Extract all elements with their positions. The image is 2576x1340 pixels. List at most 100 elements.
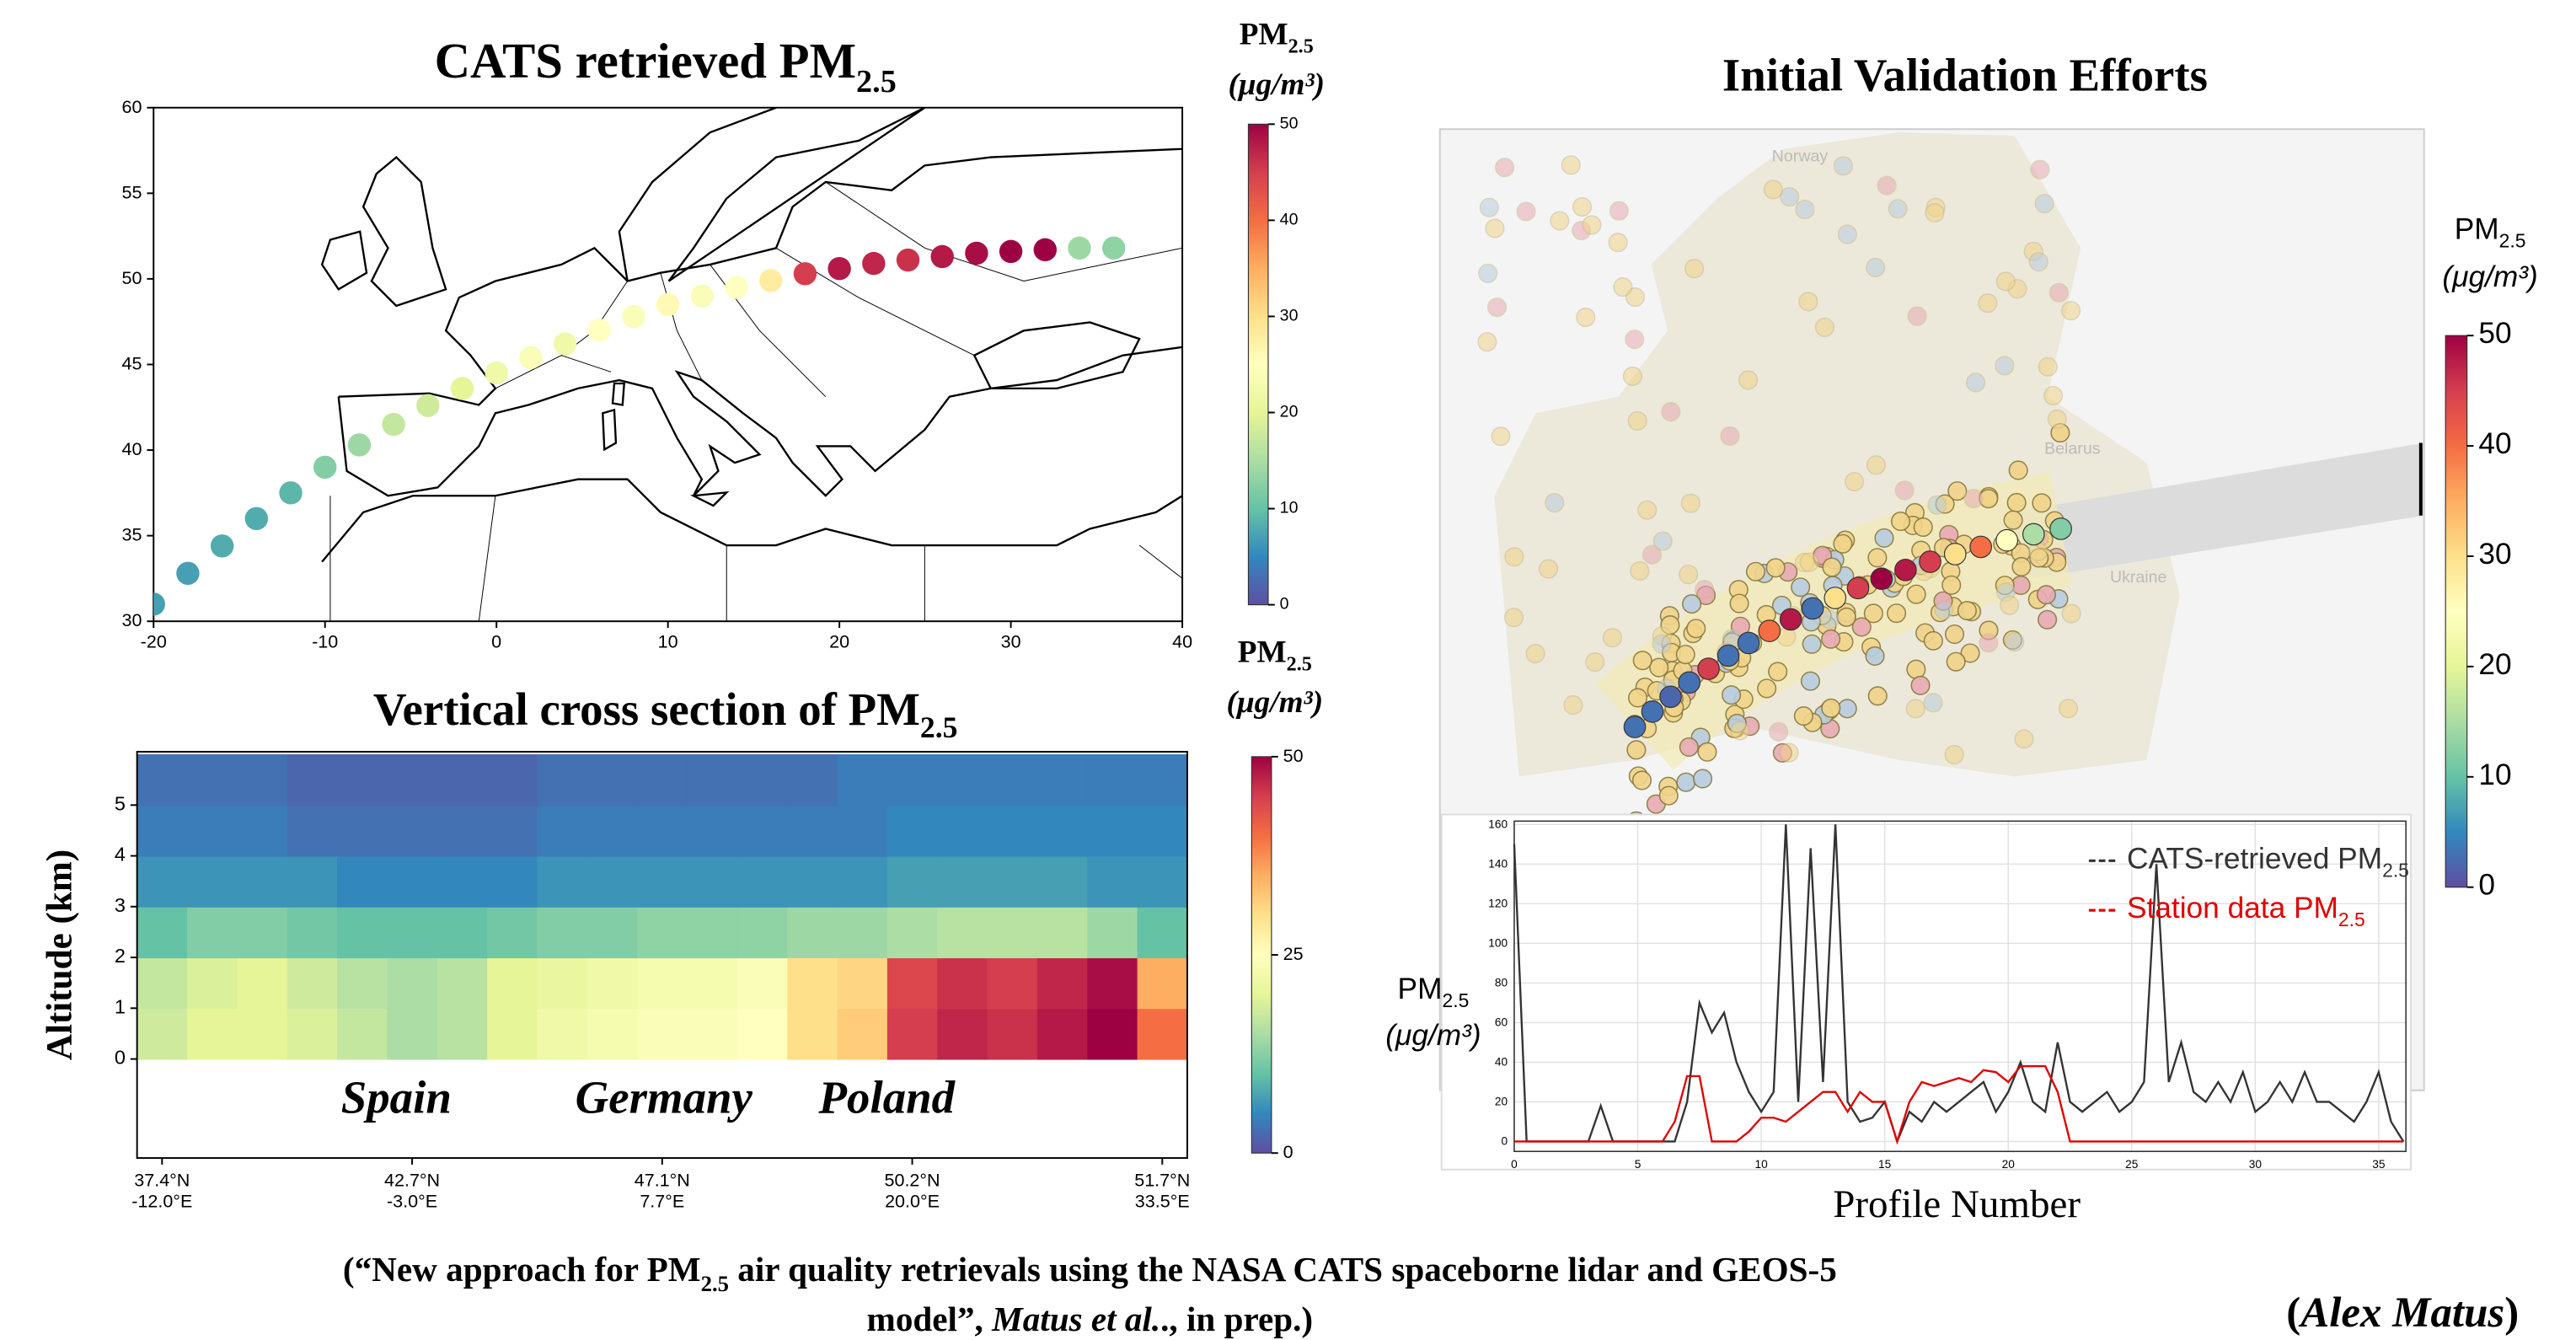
heat-cell <box>837 805 888 857</box>
heat-cell <box>886 754 939 807</box>
track-point <box>382 412 405 437</box>
heat-cell <box>787 805 838 857</box>
heat-cell <box>787 957 838 1010</box>
station <box>2028 252 2048 272</box>
y-tick-label: 2 <box>115 945 126 967</box>
heat-cell <box>1137 1008 1188 1060</box>
track-point <box>1678 671 1701 694</box>
station <box>1763 180 1783 200</box>
track-point <box>244 507 269 531</box>
station <box>1821 698 1841 718</box>
station <box>1479 197 1499 217</box>
track-point <box>176 561 200 586</box>
heat-cell <box>987 855 1038 908</box>
heat-cell <box>886 906 939 959</box>
heat-cell <box>436 906 489 959</box>
heat-cell <box>736 1008 789 1060</box>
track-point <box>1995 528 2019 552</box>
track-point <box>1919 550 1941 573</box>
track <box>153 236 1126 616</box>
station <box>1495 158 1515 178</box>
station <box>2005 632 2025 652</box>
track-point <box>965 241 988 265</box>
y-tick-label: 35 <box>122 523 142 544</box>
station <box>1833 156 1854 176</box>
station <box>1944 744 1964 765</box>
heat-cell <box>337 1008 388 1060</box>
station <box>1946 651 1966 672</box>
heat-cell <box>1087 805 1138 857</box>
heat-cell <box>237 957 288 1010</box>
colorbar-tick-label: 0 <box>1283 1141 1293 1162</box>
station <box>1485 218 1505 239</box>
heat-cell <box>1036 957 1089 1010</box>
footnote: model”, Matus et al.., in prep.) <box>867 1300 1314 1339</box>
station <box>1545 493 1565 513</box>
heat-cell <box>1137 855 1188 908</box>
heat-cell <box>987 1008 1038 1060</box>
station <box>2003 510 2023 530</box>
country-label: Poland <box>818 1071 956 1123</box>
heat-cell <box>687 1008 738 1060</box>
station <box>1802 634 1822 654</box>
y-tick-label: 80 <box>1495 976 1508 989</box>
station <box>1576 307 1596 328</box>
heat-cell <box>937 805 988 857</box>
station <box>1745 561 1766 582</box>
coast <box>337 346 1183 497</box>
station <box>1675 645 1695 665</box>
x-tick-label: 30 <box>1001 630 1021 651</box>
colorbar-tick-label: 50 <box>1283 745 1304 766</box>
heat-cell <box>537 754 588 807</box>
series-line <box>1513 1064 2404 1145</box>
legend-label: Station data PM2.5 <box>2127 892 2365 930</box>
y-tick-label: 1 <box>115 996 126 1018</box>
station <box>1795 200 1815 220</box>
station <box>1793 706 1813 726</box>
chart-title: Vertical cross section of PM2.5 <box>373 683 958 745</box>
track-point <box>1737 631 1760 655</box>
station <box>2011 556 2032 577</box>
station <box>1906 584 1926 604</box>
station <box>1836 607 1856 627</box>
y-axis-label: (μg/m³) <box>1385 1019 1481 1052</box>
station <box>1978 293 1998 314</box>
border <box>329 181 1183 622</box>
y-tick-label: 45 <box>122 352 142 373</box>
track-point <box>827 256 851 281</box>
station <box>1923 630 1943 651</box>
station <box>1947 481 1968 501</box>
track-point <box>1697 657 1720 680</box>
track-point <box>896 248 920 272</box>
y-tick-label: 3 <box>115 894 126 916</box>
colorbar <box>1247 123 1269 606</box>
heat-cell <box>287 957 339 1010</box>
heat-cell <box>186 754 238 807</box>
x-tick-label: 25 <box>2125 1158 2139 1171</box>
x-tick-label: -20 <box>141 630 167 651</box>
credit-text: ( <box>2286 1289 2300 1337</box>
colorbar-label: (μg/m³) <box>1229 67 1325 102</box>
heat-cell <box>487 906 538 959</box>
station <box>1957 601 1977 621</box>
heat-cell <box>237 906 288 959</box>
heat-cell <box>586 957 639 1010</box>
station <box>1863 603 1883 624</box>
station <box>1652 531 1673 551</box>
station <box>1695 580 1715 600</box>
station <box>1627 410 1647 431</box>
track-point <box>690 284 715 308</box>
station <box>1582 215 1602 235</box>
station <box>1637 500 1658 520</box>
coast <box>618 107 926 282</box>
heat-cell <box>586 906 639 959</box>
heat-cell <box>687 855 738 908</box>
x-tick-label: 10 <box>1754 1158 1768 1171</box>
track-point <box>2022 523 2045 546</box>
station <box>1686 619 1706 639</box>
heat-cell <box>586 855 639 908</box>
credit-text: Alex Matus <box>2298 1289 2504 1337</box>
heat-cell <box>586 805 639 857</box>
